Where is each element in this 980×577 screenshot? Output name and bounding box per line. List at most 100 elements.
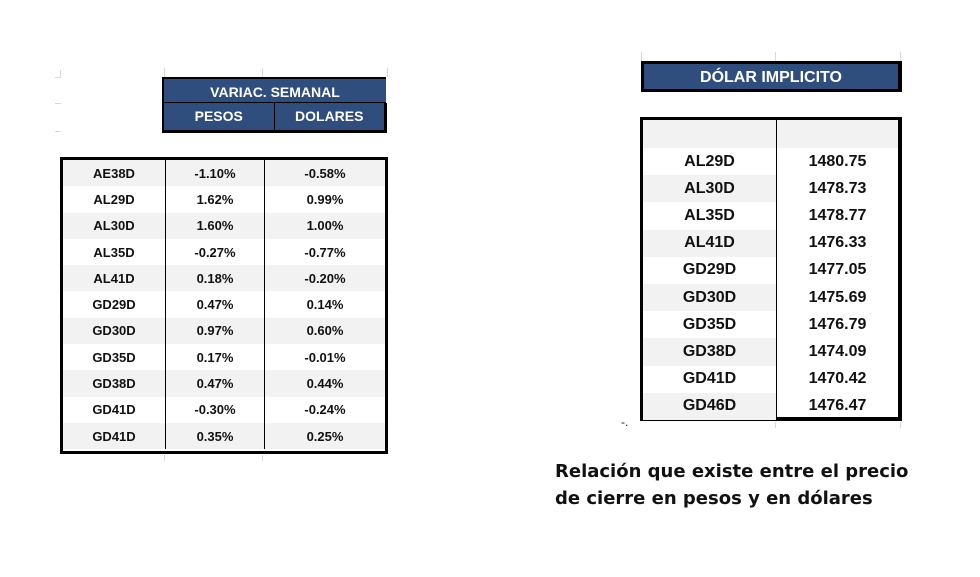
gridline-mark (55, 131, 61, 132)
weekly-variation-column-headers: PESOS DOLARES (162, 103, 387, 133)
ticker-cell: GD29D (63, 291, 166, 318)
note-line-1: Relación que existe entre el precio (555, 461, 909, 482)
pesos-cell: 0.97% (165, 317, 265, 345)
weekly-variation-table: AE38D -1.10% -0.58% AL29D 1.62% 0.99% AL30D 1… (60, 157, 388, 454)
dolares-cell: -0.20% (264, 265, 385, 292)
table-row: GD38D 1474.09 (643, 338, 898, 366)
ticker-cell: GD35D (63, 344, 166, 371)
blank-cell (643, 120, 777, 148)
dolares-cell: -0.58% (264, 160, 385, 187)
ticker-cell: AE38D (63, 160, 166, 187)
gridline-mark (775, 422, 776, 428)
ticker-cell: GD38D (63, 370, 166, 397)
value-cell: 1476.47 (808, 397, 867, 415)
pesos-cell: -0.27% (165, 238, 265, 266)
dolares-cell: 0.44% (264, 370, 385, 397)
pesos-cell: 0.35% (165, 422, 265, 450)
value-cell: 1478.73 (808, 179, 867, 197)
table-row: AL41D 1476.33 (643, 229, 898, 257)
pesos-cell: 0.18% (165, 265, 265, 292)
gridline-mark (60, 70, 61, 78)
table-row: GD41D 0.35% 0.25% (63, 422, 385, 450)
gridline-mark (641, 52, 642, 61)
ticker-cell: GD35D (643, 311, 777, 339)
weekly-variation-title: VARIAC. SEMANAL (162, 77, 386, 103)
pesos-cell: 1.62% (165, 186, 265, 213)
ticker-cell: GD41D (63, 396, 166, 423)
table-row: GD30D 1475.69 (643, 283, 898, 312)
value-cell: 1478.77 (808, 206, 867, 224)
ticker-cell: GD30D (63, 317, 166, 345)
value-cell: 1475.69 (808, 288, 867, 306)
table-row-blank (643, 120, 898, 148)
table-row: GD35D 0.17% -0.01% (63, 344, 385, 371)
table-row: AL29D 1.62% 0.99% (63, 186, 385, 213)
table-row: AL29D 1480.75 (643, 148, 898, 176)
blank-cell (776, 120, 898, 148)
value-cell: 1476.33 (808, 234, 867, 252)
pesos-cell: 0.47% (165, 370, 265, 397)
ticker-cell: GD46D (643, 392, 777, 420)
ticker-cell: AL35D (643, 202, 777, 230)
pesos-cell: 0.17% (165, 344, 265, 371)
gridline-mark (262, 455, 263, 461)
ticker-cell: GD41D (643, 365, 777, 393)
gridline-mark (55, 103, 61, 104)
gridline-mark (900, 422, 901, 428)
dolares-cell: -0.01% (304, 349, 346, 365)
table-row: AL35D 1478.77 (643, 202, 898, 230)
ticker-cell: AL41D (63, 265, 166, 292)
table-row: GD38D 0.47% 0.44% (63, 370, 385, 397)
table-row: AL30D 1478.73 (643, 175, 898, 203)
gridline-mark (164, 68, 165, 77)
gridline-mark (55, 77, 61, 78)
table-row: AL35D -0.27% -0.77% (63, 238, 385, 266)
gridline-mark (387, 68, 388, 77)
gridline-mark (262, 68, 263, 77)
table-row: GD29D 1477.05 (643, 256, 898, 284)
table-row: GD41D -0.30% -0.24% (63, 396, 385, 423)
ticker-cell: GD29D (643, 256, 777, 284)
note-line-2: de cierre en pesos y en dólares (555, 488, 873, 509)
gridline-mark (164, 455, 165, 461)
implied-dollar-title: DÓLAR IMPLICITO (641, 61, 902, 92)
value-cell: 1477.05 (808, 261, 867, 279)
table-row: GD41D 1470.42 (643, 365, 898, 393)
value-cell: 1480.75 (808, 152, 867, 170)
dolares-cell: 1.00% (264, 212, 385, 239)
value-cell: 1470.42 (808, 370, 867, 388)
ticker-cell: AL30D (643, 175, 777, 203)
value-cell: 1476.79 (808, 315, 867, 333)
dolares-cell: -0.77% (304, 244, 346, 260)
dolares-cell: 0.60% (264, 317, 385, 345)
dolares-cell: -0.24% (304, 402, 346, 418)
table-row: AL30D 1.60% 1.00% (63, 212, 385, 239)
table-row: GD35D 1476.79 (643, 311, 898, 339)
pesos-cell: -1.10% (165, 160, 265, 187)
dolares-cell: 0.99% (306, 191, 344, 207)
pesos-cell: 1.60% (165, 212, 265, 239)
explanatory-note: Relación que existe entre el precio de c… (555, 458, 975, 512)
gridline-mark (775, 52, 776, 61)
ticker-cell: AL30D (63, 212, 166, 239)
table-row: GD29D 0.47% 0.14% (63, 291, 385, 318)
ticker-cell: AL29D (643, 148, 777, 176)
table-row: GD30D 0.97% 0.60% (63, 317, 385, 345)
dolares-cell: 0.25% (264, 422, 385, 450)
implied-dollar-table: AL29D 1480.75 AL30D 1478.73 AL35D 1478.77 A… (640, 117, 902, 421)
column-header-dolares: DOLARES (295, 108, 364, 124)
column-header-pesos: PESOS (164, 103, 275, 130)
ticker-cell: GD41D (63, 422, 166, 450)
ticker-cell: GD30D (643, 283, 777, 312)
table-row: AL41D 0.18% -0.20% (63, 265, 385, 292)
table-row: AE38D -1.10% -0.58% (63, 160, 385, 187)
ticker-cell: AL41D (643, 229, 777, 257)
value-cell: 1474.09 (808, 342, 867, 360)
dolares-cell: 0.14% (306, 297, 344, 313)
gridline-mark (900, 52, 901, 61)
stray-mark: -. (621, 415, 629, 429)
pesos-cell: 0.47% (165, 291, 265, 318)
table-row: GD46D 1476.47 (643, 392, 898, 420)
ticker-cell: AL35D (63, 238, 166, 266)
pesos-cell: -0.30% (165, 396, 265, 423)
